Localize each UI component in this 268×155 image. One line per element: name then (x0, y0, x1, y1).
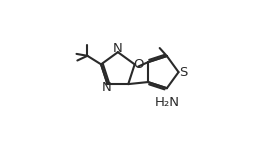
Text: O: O (133, 58, 143, 71)
Text: N: N (101, 81, 111, 94)
Text: N: N (113, 42, 123, 55)
Text: S: S (179, 66, 187, 79)
Text: H₂N: H₂N (154, 96, 179, 108)
